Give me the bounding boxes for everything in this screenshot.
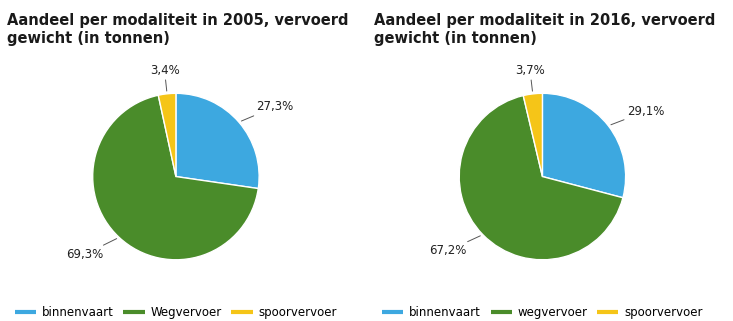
Text: 67,2%: 67,2%: [429, 236, 480, 257]
Legend: binnenvaart, Wegvervoer, spoorvervoer: binnenvaart, Wegvervoer, spoorvervoer: [10, 301, 342, 321]
Text: Aandeel per modaliteit in 2016, vervoerd
gewicht (in tonnen): Aandeel per modaliteit in 2016, vervoerd…: [374, 13, 715, 47]
Wedge shape: [92, 95, 258, 260]
Wedge shape: [158, 93, 176, 177]
Text: 3,7%: 3,7%: [515, 64, 545, 91]
Text: 3,4%: 3,4%: [150, 64, 180, 91]
Text: 29,1%: 29,1%: [611, 105, 664, 125]
Text: Aandeel per modaliteit in 2005, vervoerd
gewicht (in tonnen): Aandeel per modaliteit in 2005, vervoerd…: [7, 13, 349, 47]
Wedge shape: [523, 93, 542, 177]
Wedge shape: [542, 93, 626, 198]
Legend: binnenvaart, wegvervoer, spoorvervoer: binnenvaart, wegvervoer, spoorvervoer: [377, 301, 707, 321]
Wedge shape: [459, 96, 623, 260]
Text: 27,3%: 27,3%: [241, 100, 294, 121]
Wedge shape: [176, 93, 259, 188]
Text: 69,3%: 69,3%: [66, 239, 117, 261]
